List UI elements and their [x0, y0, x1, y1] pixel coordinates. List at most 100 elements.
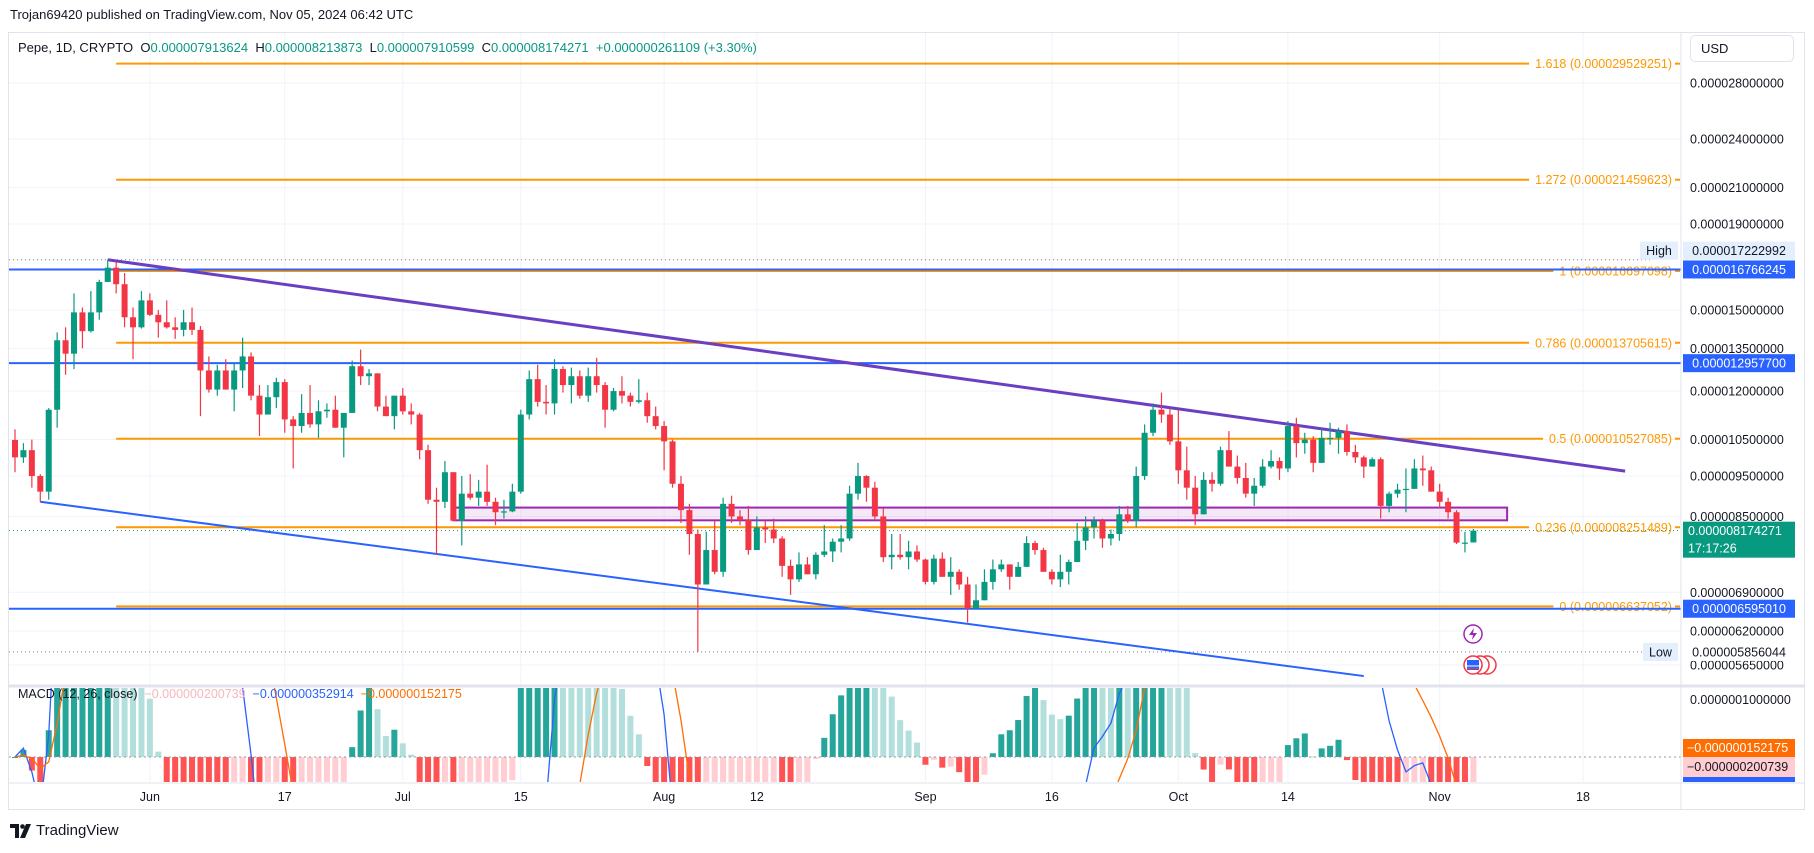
- candle[interactable]: [543, 385, 550, 415]
- candle[interactable]: [880, 508, 887, 562]
- candle[interactable]: [644, 392, 651, 423]
- candle[interactable]: [930, 554, 937, 585]
- candle[interactable]: [812, 552, 819, 580]
- candle[interactable]: [1470, 528, 1477, 543]
- candle[interactable]: [551, 359, 558, 415]
- candle[interactable]: [762, 520, 769, 544]
- candle[interactable]: [517, 409, 524, 494]
- time-axis[interactable]: Jun 17 Jul 15 Aug 12 Sep 16 Oct 14 Nov 18: [140, 790, 1590, 804]
- candle[interactable]: [821, 525, 828, 558]
- candle[interactable]: [79, 307, 86, 349]
- fib-level[interactable]: 1.272 (0.000021459623): [116, 173, 1680, 187]
- candle[interactable]: [458, 476, 465, 546]
- macd-title[interactable]: MACD (12, 26, close): [18, 687, 138, 701]
- candle[interactable]: [1461, 531, 1468, 553]
- candle[interactable]: [1141, 424, 1148, 480]
- support-zone-rectangle[interactable]: [452, 506, 1509, 522]
- candle[interactable]: [728, 495, 735, 523]
- candle[interactable]: [1234, 455, 1241, 484]
- candle[interactable]: [871, 481, 878, 521]
- price-axis[interactable]: 0.000028000000 0.000024000000 0.0000210000…: [1640, 77, 1795, 783]
- economic-events-flag-icons[interactable]: [1463, 655, 1497, 675]
- candle[interactable]: [1124, 505, 1131, 523]
- candle[interactable]: [231, 363, 238, 412]
- candle[interactable]: [281, 379, 288, 433]
- candle[interactable]: [62, 327, 69, 375]
- candle[interactable]: [610, 388, 617, 412]
- candle[interactable]: [602, 382, 609, 428]
- candle[interactable]: [1436, 483, 1443, 509]
- candle[interactable]: [332, 395, 339, 428]
- upper-trendline[interactable]: [107, 258, 1626, 473]
- candle[interactable]: [315, 400, 322, 438]
- candle[interactable]: [307, 385, 314, 428]
- candle[interactable]: [264, 385, 271, 415]
- candle[interactable]: [340, 412, 347, 458]
- candle[interactable]: [1192, 476, 1199, 526]
- candle[interactable]: [189, 307, 196, 336]
- candle[interactable]: [905, 540, 912, 570]
- candle[interactable]: [736, 510, 743, 526]
- candle[interactable]: [1107, 529, 1114, 546]
- candle[interactable]: [559, 366, 566, 393]
- candle[interactable]: [382, 395, 389, 417]
- fib-level[interactable]: 0 (0.000006637052): [116, 600, 1680, 614]
- candle[interactable]: [770, 518, 777, 544]
- candle[interactable]: [1065, 559, 1072, 585]
- candle[interactable]: [475, 479, 482, 506]
- candle[interactable]: [1040, 547, 1047, 572]
- candle[interactable]: [795, 552, 802, 582]
- candle[interactable]: [711, 520, 718, 575]
- candle[interactable]: [1209, 472, 1216, 492]
- candle[interactable]: [585, 367, 592, 402]
- candle[interactable]: [1200, 472, 1207, 515]
- candle[interactable]: [214, 364, 221, 396]
- macd-legend[interactable]: MACD (12, 26, close) −0.000000200739 −0.…: [18, 687, 462, 701]
- candle[interactable]: [829, 538, 836, 562]
- candle[interactable]: [163, 300, 170, 329]
- candle[interactable]: [1015, 561, 1022, 577]
- candle[interactable]: [1343, 424, 1350, 456]
- symbol-legend[interactable]: Pepe, 1D, CRYPTO O0.000007913624 H0.0000…: [18, 40, 757, 55]
- candle[interactable]: [888, 533, 895, 570]
- candle[interactable]: [989, 559, 996, 590]
- candle[interactable]: [146, 293, 153, 317]
- candle[interactable]: [1259, 459, 1266, 488]
- candle[interactable]: [391, 395, 398, 430]
- candle[interactable]: [467, 474, 474, 500]
- candle[interactable]: [374, 373, 381, 412]
- candle[interactable]: [54, 332, 61, 428]
- candle[interactable]: [500, 499, 507, 519]
- candle[interactable]: [787, 559, 794, 595]
- candle[interactable]: [1377, 457, 1384, 519]
- candle[interactable]: [635, 379, 642, 404]
- candle[interactable]: [534, 364, 541, 407]
- candle[interactable]: [1411, 459, 1418, 489]
- candle[interactable]: [273, 377, 280, 409]
- candle[interactable]: [846, 485, 853, 541]
- candle[interactable]: [939, 552, 946, 577]
- candle[interactable]: [1369, 457, 1376, 467]
- candle[interactable]: [20, 443, 27, 463]
- fib-level[interactable]: 0.236 (0.000008251489): [116, 521, 1680, 535]
- candle[interactable]: [441, 461, 448, 509]
- candle[interactable]: [1099, 518, 1106, 548]
- candle[interactable]: [492, 497, 499, 526]
- candle[interactable]: [1293, 417, 1300, 458]
- candle[interactable]: [121, 273, 128, 328]
- candle[interactable]: [1242, 462, 1249, 498]
- candle[interactable]: [1268, 450, 1275, 469]
- candle[interactable]: [433, 487, 440, 555]
- candle[interactable]: [914, 545, 921, 562]
- candle[interactable]: [37, 474, 44, 502]
- fib-level[interactable]: 0.5 (0.000010527085): [116, 432, 1680, 446]
- currency-button[interactable]: USD: [1690, 35, 1794, 62]
- candle[interactable]: [12, 429, 18, 473]
- candle[interactable]: [897, 533, 904, 560]
- candle[interactable]: [138, 291, 145, 329]
- candle[interactable]: [779, 536, 786, 577]
- candle[interactable]: [998, 559, 1005, 572]
- candle[interactable]: [28, 439, 35, 488]
- fib-level[interactable]: 0.786 (0.000013705615): [116, 336, 1680, 350]
- candle[interactable]: [1166, 408, 1173, 445]
